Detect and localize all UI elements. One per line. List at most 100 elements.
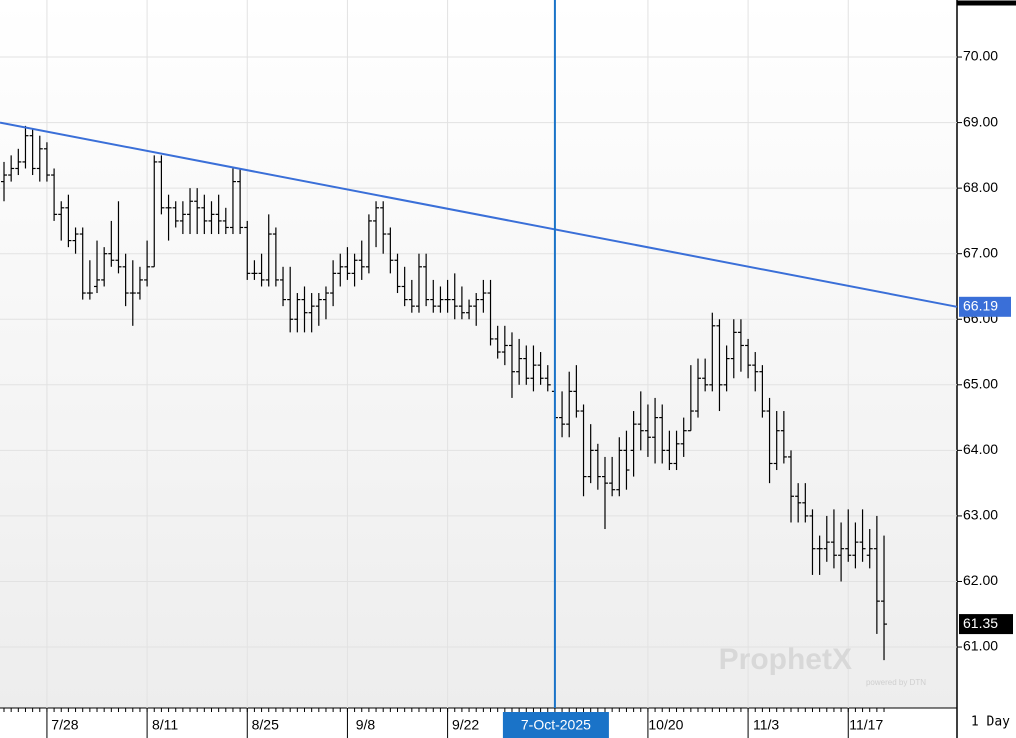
ohlc-bar	[408, 279, 415, 313]
ohlc-bar	[516, 338, 523, 385]
ohlc-bar	[687, 365, 694, 432]
ohlc-bar	[745, 338, 752, 379]
ohlc-bar	[866, 529, 873, 569]
ohlc-bar	[759, 365, 766, 418]
ohlc-bar	[644, 404, 651, 457]
trendline	[0, 121, 958, 308]
ohlc-bar	[301, 286, 308, 333]
ohlc-bar	[666, 430, 673, 471]
ohlc-bar	[802, 483, 809, 523]
ohlc-bar	[94, 240, 101, 294]
ohlc-bar	[601, 456, 608, 530]
ohlc-bar	[537, 352, 544, 385]
x-tick-label: 8/11	[152, 717, 178, 733]
x-tick-label: 9/8	[356, 717, 376, 733]
ohlc-bar	[466, 299, 473, 320]
ohlc-bar	[766, 397, 773, 484]
ohlc-bar	[673, 430, 680, 471]
ohlc-bar	[394, 253, 401, 294]
ohlc-bar	[237, 168, 244, 235]
ohlc-bar	[165, 194, 172, 241]
ohlc-bar	[358, 240, 365, 280]
ohlc-bar	[659, 404, 666, 464]
overlays	[0, 0, 958, 708]
ohlc-bar	[430, 279, 437, 313]
ohlc-bar	[265, 214, 272, 287]
ohlc-bar	[22, 125, 29, 169]
ohlc-bar	[816, 535, 823, 575]
ohlc-bar	[315, 293, 322, 326]
ohlc-bar	[351, 253, 358, 287]
ohlc-bar	[702, 358, 709, 392]
crosshair-label: 7-Oct-2025	[521, 717, 591, 733]
ohlc-bar	[43, 142, 50, 182]
x-tick-label: 11/3	[753, 717, 779, 733]
ohlc-bar	[401, 266, 408, 307]
ohlc-bar	[730, 319, 737, 379]
ohlc-bar	[208, 201, 215, 235]
ohlc-bar	[380, 201, 387, 254]
ohlc-bar	[695, 358, 702, 418]
ohlc-bar	[86, 260, 93, 300]
ohlc-bar	[129, 260, 136, 326]
ohlc-bar	[337, 253, 344, 287]
ohlc-bar	[594, 443, 601, 490]
y-tick-label: 67.00	[963, 244, 998, 260]
ohlc-bar	[115, 201, 122, 274]
ohlc-bar	[229, 168, 236, 235]
ohlc-bar	[709, 312, 716, 392]
y-tick-label: 68.00	[963, 179, 998, 195]
ohlc-bar	[151, 155, 158, 268]
ohlc-bar	[873, 515, 880, 634]
ohlc-bar	[136, 266, 143, 300]
ohlc-bar	[838, 522, 845, 582]
ohlc-bar	[365, 214, 372, 274]
ohlc-bar	[423, 253, 430, 307]
ohlc-bar	[122, 253, 129, 307]
ohlc-bar	[294, 293, 301, 333]
y-tick-label: 69.00	[963, 113, 998, 129]
ohlc-bar	[845, 509, 852, 562]
ohlc-bar	[215, 194, 222, 235]
ohlc-bar	[222, 207, 229, 235]
ohlc-bar	[623, 430, 630, 490]
ohlc-bar	[65, 194, 72, 248]
ohlc-bar	[201, 194, 208, 235]
interval-label: 1 Day	[971, 715, 1010, 730]
ohlc-bar	[795, 483, 802, 523]
trendline-label: 66.19	[963, 298, 998, 314]
ohlc-bar	[415, 253, 422, 313]
ohlc-bar	[559, 391, 566, 438]
x-tick-label: 9/22	[452, 717, 479, 733]
ohlc-bar	[881, 535, 888, 661]
x-tick-label: 8/25	[252, 717, 279, 733]
watermark-sub: powered by DTN	[866, 678, 926, 687]
ohlc-bar	[158, 155, 165, 215]
ohlc-bar	[251, 260, 258, 280]
ohlc-bar	[458, 286, 465, 320]
ohlc-bar	[523, 345, 530, 385]
ohlc-bar	[330, 260, 337, 307]
ohlc-bar	[72, 227, 79, 254]
y-tick-label: 64.00	[963, 441, 998, 457]
ohlc-bar	[852, 522, 859, 569]
ohlc-bar	[487, 279, 494, 346]
ohlc-bar	[680, 417, 687, 457]
ohlc-bar	[823, 515, 830, 562]
ohlc-bar	[830, 509, 837, 569]
ohlc-bar	[58, 201, 65, 241]
ohlc-bar	[29, 129, 36, 176]
ohlc-bar	[1, 161, 8, 202]
ohlc-bar	[272, 227, 279, 287]
ohlc-bar	[451, 273, 458, 320]
ohlc-bar	[566, 371, 573, 438]
ohlc-bar	[101, 247, 108, 287]
ohlc-bar	[809, 509, 816, 575]
ohlc-bar	[630, 411, 637, 477]
ohlc-bar	[723, 345, 730, 392]
ohlc-bar	[8, 155, 15, 182]
ohlc-bar	[287, 266, 294, 333]
ohlc-bar	[51, 168, 58, 221]
ohlc-bar	[322, 286, 329, 320]
last-price-label: 61.35	[963, 615, 998, 631]
